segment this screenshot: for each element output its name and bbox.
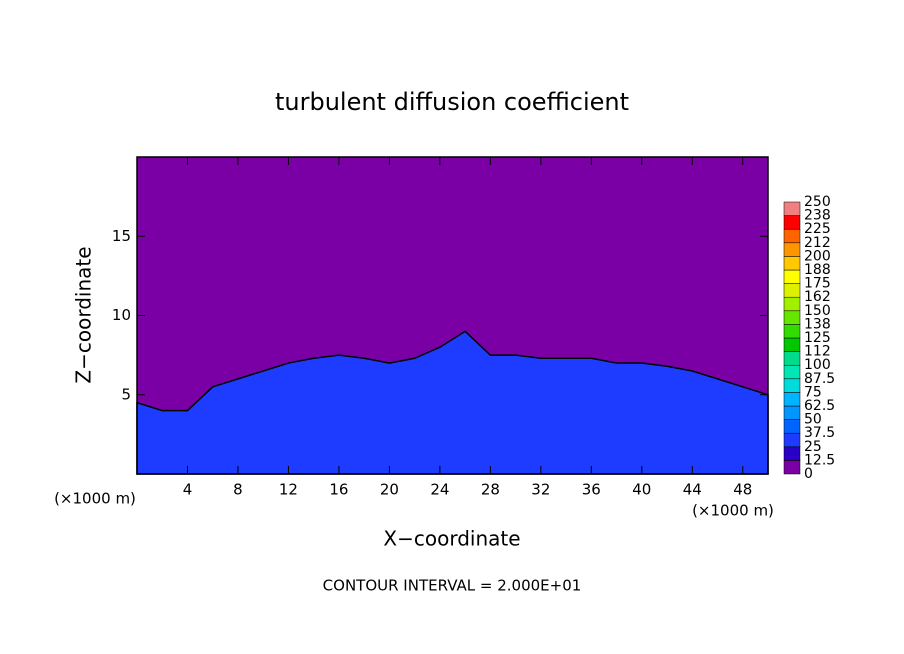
- colorbar-band: [783, 392, 801, 407]
- colorbar-label: 100: [804, 357, 831, 373]
- y-axis-label: Z−coordinate: [72, 246, 96, 383]
- contour-note: CONTOUR INTERVAL = 2.000E+01: [323, 577, 582, 595]
- x-tick-label: 44: [683, 481, 702, 499]
- colorbar-label: 12.5: [804, 452, 835, 468]
- x-tick-label: 36: [582, 481, 601, 499]
- colorbar-label: 238: [804, 208, 831, 224]
- colorbar-label: 75: [804, 384, 822, 400]
- x-tick-label: 24: [430, 481, 449, 499]
- colorbar-band: [783, 283, 801, 298]
- chart-title: turbulent diffusion coefficient: [275, 88, 629, 116]
- y-tick-label: 5: [121, 385, 131, 403]
- colorbar-label: 37.5: [804, 425, 835, 441]
- x-unit-label: (×1000 m): [54, 490, 136, 508]
- colorbar-band: [783, 215, 801, 230]
- colorbar-label: 25: [804, 439, 822, 455]
- colorbar-band: [783, 460, 801, 475]
- colorbar-band: [783, 296, 801, 312]
- colorbar-band: [783, 269, 801, 284]
- colorbar-label: 112: [804, 344, 831, 360]
- colorbar-band: [783, 201, 801, 216]
- colorbar-band: [783, 446, 801, 461]
- x-tick-label: 48: [733, 481, 752, 499]
- colorbar-label: 138: [804, 316, 831, 332]
- colorbar-band: [783, 228, 801, 244]
- colorbar-band: [783, 364, 801, 380]
- colorbar-label: 0: [804, 466, 813, 482]
- colorbar-label: 50: [804, 412, 822, 428]
- colorbar-label: 212: [804, 235, 831, 251]
- colorbar-band: [783, 324, 801, 339]
- x-unit-label: (×1000 m): [692, 502, 774, 520]
- colorbar-band: [783, 419, 801, 434]
- colorbar-label: 162: [804, 289, 831, 305]
- x-tick-label: 8: [233, 481, 243, 499]
- colorbar-band: [783, 378, 801, 393]
- x-tick-label: 16: [329, 481, 348, 499]
- x-tick-label: 40: [632, 481, 651, 499]
- x-tick-label: 12: [279, 481, 298, 499]
- colorbar-band: [783, 432, 801, 448]
- colorbar-band: [783, 405, 801, 420]
- y-tick-label: 15: [112, 227, 131, 245]
- y-tick-label: 10: [112, 306, 131, 324]
- colorbar-label: 188: [804, 262, 831, 278]
- x-axis-label: X−coordinate: [383, 527, 520, 551]
- colorbar-band: [783, 351, 801, 366]
- colorbar-label: 125: [804, 330, 831, 346]
- colorbar-label: 200: [804, 248, 831, 264]
- colorbar-label: 250: [804, 194, 831, 210]
- colorbar-band: [783, 242, 801, 257]
- colorbar-label: 225: [804, 221, 831, 237]
- x-tick-label: 4: [183, 481, 193, 499]
- turbulent-layer: [136, 330, 769, 475]
- colorbar-label: 87.5: [804, 371, 835, 387]
- colorbar-label: 150: [804, 303, 831, 319]
- colorbar-band: [783, 256, 801, 271]
- x-tick-label: 28: [481, 481, 500, 499]
- colorbar-label: 62.5: [804, 398, 835, 414]
- colorbar-label: 175: [804, 276, 831, 292]
- x-tick-label: 32: [531, 481, 550, 499]
- x-tick-label: 20: [380, 481, 399, 499]
- colorbar-band: [783, 337, 801, 352]
- colorbar-band: [783, 310, 801, 325]
